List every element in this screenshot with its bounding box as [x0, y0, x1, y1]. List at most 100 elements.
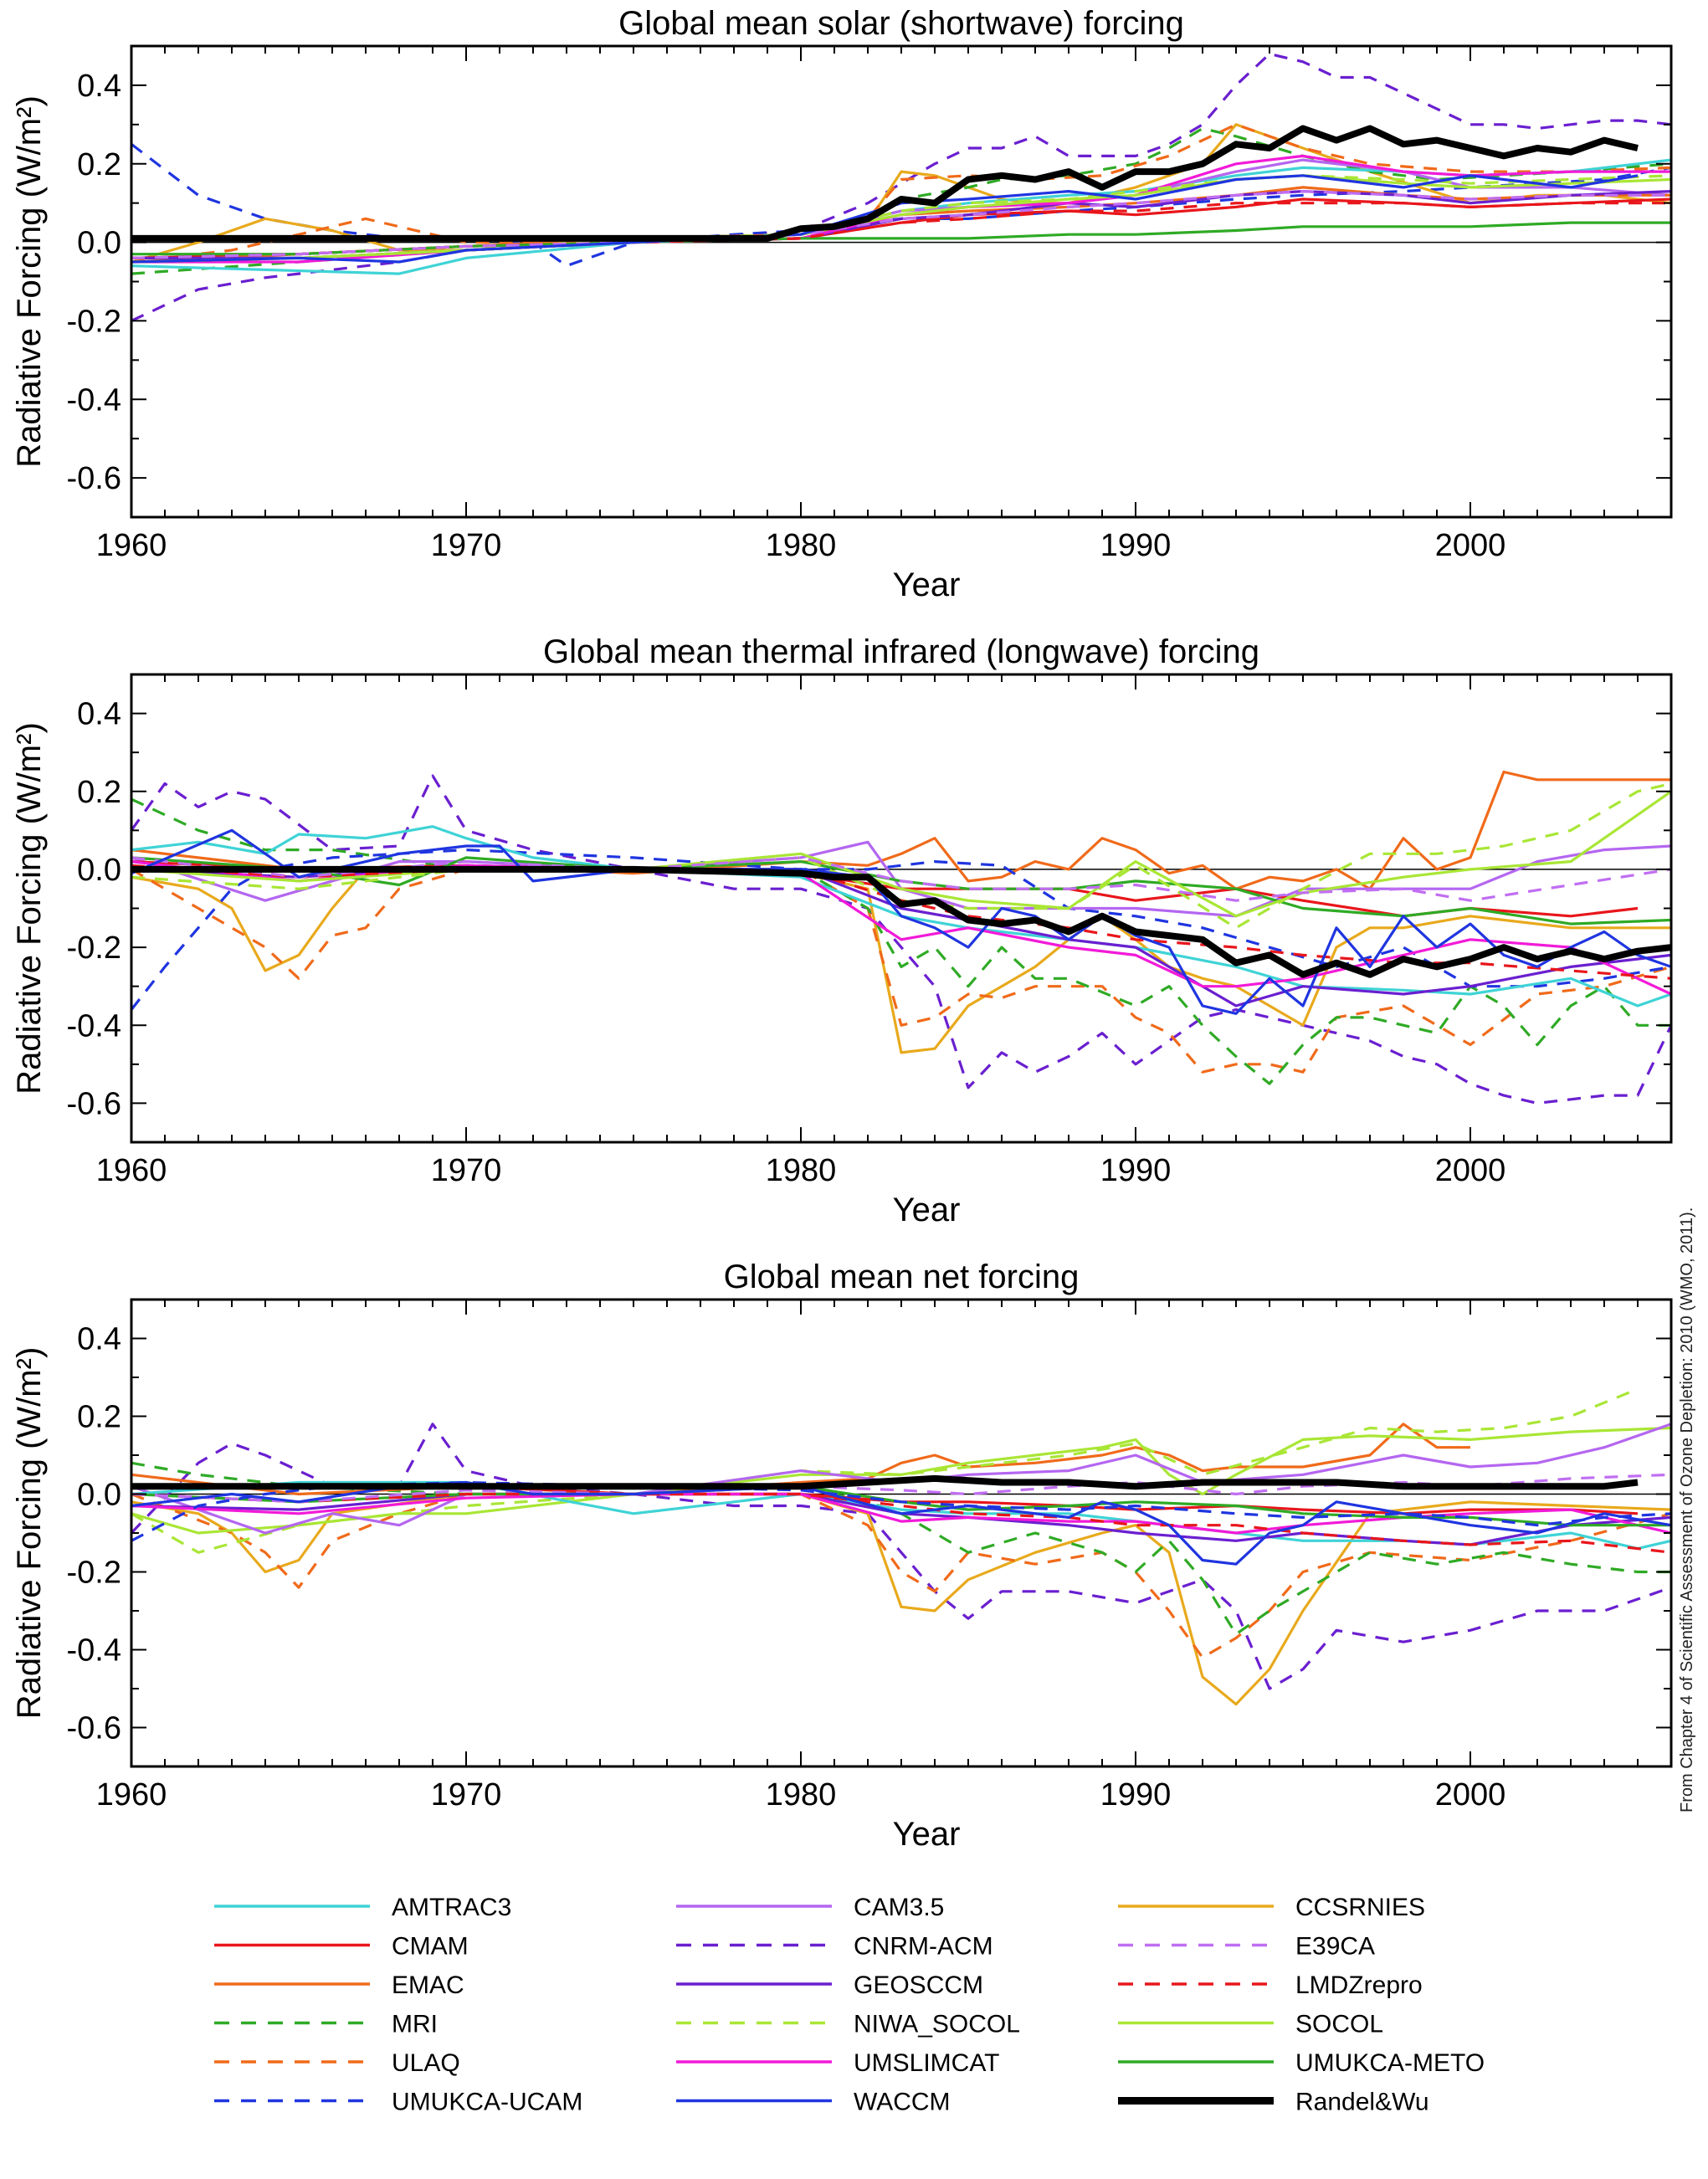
series-line-lmdzrepro	[131, 864, 1671, 980]
legend-entry-randel-wu: Randel&Wu	[1118, 2089, 1429, 2116]
y-tick-label: -0.4	[67, 382, 121, 418]
x-tick-label: 2000	[1435, 528, 1506, 563]
y-tick-label: 0.2	[77, 147, 121, 182]
legend-label: Randel&Wu	[1295, 2089, 1429, 2116]
x-tick-label: 1990	[1100, 528, 1172, 563]
legend-entry-ccsrnies: CCSRNIES	[1118, 1894, 1425, 1921]
legend-label: EMAC	[392, 1971, 464, 1999]
series-line-randel-wu	[131, 865, 1671, 978]
legend-entry-amtrac3: AMTRAC3	[214, 1894, 511, 1921]
x-tick-label: 1980	[766, 1153, 837, 1188]
legend-label: UMUKCA-METO	[1295, 2049, 1485, 2077]
series-line-cmam	[131, 197, 1671, 259]
legend: AMTRAC3 CMAM EMAC MRI ULAQ UMUKCA-UCAM CAM3.5 C…	[214, 1894, 1485, 2116]
x-tick-label: 1990	[1100, 1777, 1172, 1812]
y-tick-label: 0.0	[77, 1478, 121, 1513]
legend-label: CCSRNIES	[1295, 1894, 1425, 1921]
y-axis-label: Radiative Forcing (W/m²)	[11, 95, 48, 468]
series-group	[131, 1387, 1671, 1706]
legend-entry-lmdzrepro: LMDZrepro	[1118, 1971, 1423, 1999]
legend-label: NIWA_SOCOL	[854, 2011, 1020, 2038]
y-tick-label: -0.2	[67, 1556, 121, 1591]
y-tick-label: 0.4	[77, 1322, 121, 1357]
legend-label: MRI	[392, 2011, 438, 2038]
legend-entry-waccm: WACCM	[676, 2089, 951, 2116]
series-line-mri	[131, 797, 1671, 1085]
legend-label: AMTRAC3	[392, 1894, 511, 1921]
panel-1: Global mean solar (shortwave) forcing 196…	[11, 5, 1673, 603]
legend-entry-e39ca: E39CA	[1118, 1933, 1375, 1961]
y-tick-label: 0.2	[77, 1400, 121, 1435]
series-group	[131, 52, 1671, 322]
panel-title: Global mean solar (shortwave) forcing	[618, 5, 1184, 42]
series-line-waccm	[131, 174, 1639, 264]
series-line-umslimcat	[131, 1492, 1671, 1535]
legend-label: WACCM	[854, 2089, 951, 2116]
panel-title: Global mean thermal infrared (longwave) …	[543, 633, 1259, 670]
panel-2: Global mean thermal infrared (longwave) …	[11, 633, 1673, 1228]
x-tick-label: 2000	[1435, 1153, 1506, 1188]
y-tick-label: 0.4	[77, 697, 121, 732]
legend-entry-umukca-meto: UMUKCA-METO	[1118, 2049, 1485, 2077]
x-tick-label: 1960	[96, 1153, 167, 1188]
legend-entry-ulaq: ULAQ	[214, 2049, 460, 2077]
legend-entry-geosccm: GEOSCCM	[676, 1971, 983, 1999]
series-line-amtrac3	[131, 1480, 1671, 1551]
legend-label: LMDZrepro	[1295, 1971, 1423, 1999]
panel-3: Global mean net forcing 1960 1970 1980 1990 2…	[11, 1259, 1673, 1853]
series-line-e39ca	[131, 190, 1671, 259]
series-line-ccsrnies	[131, 868, 1671, 1054]
y-tick-label: -0.6	[67, 1086, 121, 1121]
y-axis-label: Radiative Forcing (W/m²)	[11, 1347, 48, 1720]
legend-entry-cmam: CMAM	[214, 1933, 469, 1961]
y-tick-label: 0.2	[77, 775, 121, 810]
x-tick-label: 1960	[96, 1777, 167, 1812]
y-axis-label: Radiative Forcing (W/m²)	[11, 722, 48, 1095]
y-tick-label: -0.2	[67, 304, 121, 339]
y-tick-label: 0.4	[77, 69, 121, 104]
x-tick-label: 1970	[431, 1153, 502, 1188]
x-tick-label: 1980	[766, 528, 837, 563]
plot-frame	[130, 44, 1673, 519]
series-line-umukca-meto	[131, 1484, 1671, 1527]
legend-label: SOCOL	[1295, 2011, 1383, 2038]
y-tick-label: -0.6	[67, 461, 121, 496]
x-tick-label: 1970	[431, 1777, 502, 1812]
y-tick-label: -0.6	[67, 1711, 121, 1746]
plot-frame	[130, 1298, 1673, 1768]
legend-entry-socol: SOCOL	[1118, 2011, 1383, 2038]
legend-entry-cnrm-acm: CNRM-ACM	[676, 1933, 993, 1961]
x-tick-label: 1960	[96, 528, 167, 563]
legend-entry-emac: EMAC	[214, 1971, 464, 1999]
x-tick-label: 1980	[766, 1777, 837, 1812]
x-tick-label: 1970	[431, 528, 502, 563]
legend-label: UMUKCA-UCAM	[392, 2089, 582, 2116]
series-line-ulaq	[131, 868, 1671, 1074]
series-line-niwa-socol	[131, 1387, 1639, 1554]
series-line-umukca-meto	[131, 221, 1671, 256]
legend-label: ULAQ	[392, 2049, 460, 2077]
series-line-cnrm-acm	[131, 52, 1671, 322]
x-tick-label: 2000	[1435, 1777, 1506, 1812]
legend-label: CNRM-ACM	[854, 1933, 993, 1961]
y-tick-label: 0.0	[77, 226, 121, 261]
legend-label: E39CA	[1295, 1933, 1375, 1961]
panel-title: Global mean net forcing	[724, 1259, 1080, 1295]
x-axis-label: Year	[893, 1192, 961, 1228]
series-group	[131, 770, 1671, 1105]
legend-entry-umukca-ucam: UMUKCA-UCAM	[214, 2089, 582, 2116]
legend-entry-umslimcat: UMSLIMCAT	[676, 2049, 999, 2077]
x-axis-label: Year	[893, 1816, 961, 1853]
legend-label: UMSLIMCAT	[854, 2049, 999, 2077]
legend-entry-niwa-socol: NIWA_SOCOL	[676, 2011, 1020, 2038]
series-line-e39ca	[131, 856, 1671, 902]
y-tick-label: 0.0	[77, 853, 121, 888]
legend-entry-cam3-5: CAM3.5	[676, 1894, 944, 1921]
series-line-emac	[131, 770, 1671, 890]
series-line-randel-wu	[131, 1474, 1639, 1490]
series-line-lmdzrepro	[131, 202, 1671, 259]
legend-label: CMAM	[392, 1933, 469, 1961]
source-credit: From Chapter 4 of Scientific Assessment …	[1678, 1207, 1696, 1812]
series-line-umukca-ucam	[131, 848, 1671, 1011]
